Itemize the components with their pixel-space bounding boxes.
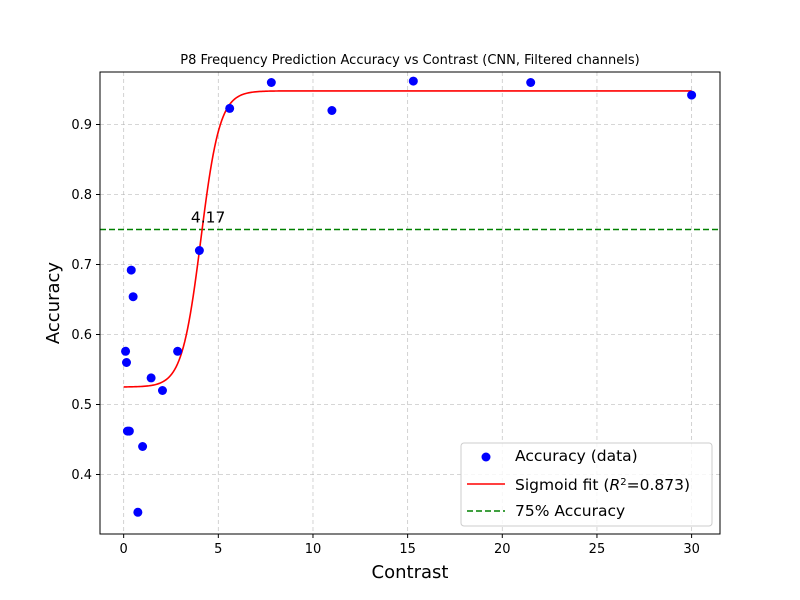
data-point [128,292,138,302]
data-point [138,442,148,451]
x-axis-title: Contrast [372,562,449,583]
x-tick-label: 5 [214,542,222,557]
legend-label-data: Accuracy (data) [515,447,638,465]
x-tick-label: 15 [399,542,416,557]
data-point [266,78,276,87]
y-tick-label: 0.9 [71,118,92,133]
data-point [121,346,131,356]
legend-label-fit: Sigmoid fit (R2=0.873) [515,476,690,494]
legend-marker-data [481,452,491,462]
plot-frame [99,71,721,535]
y-tick-label: 0.5 [71,398,92,413]
fit-layer [123,90,692,388]
data-point [327,106,337,115]
legend-label-threshold: 75% Accuracy [515,502,625,520]
data-point [687,90,697,100]
x-tick-label: 0 [120,542,128,557]
legend-box [460,442,713,527]
data-point [408,76,418,86]
data-point [122,358,132,367]
sigmoid-fit-line [123,90,692,388]
x-tick-label: 30 [683,542,700,557]
x-tick-label: 20 [494,542,511,557]
axis-ticks: 0 5 10 15 20 25 30 0.4 0.5 0.6 0.7 0.8 0.9 [71,118,700,557]
y-tick-label: 0.4 [71,468,92,483]
data-point [173,346,183,356]
y-tick-label: 0.8 [71,188,92,203]
data-point [225,103,235,113]
y-axis-title: Accuracy [43,262,64,345]
chart-title: P8 Frequency Prediction Accuracy vs Cont… [180,53,639,68]
data-point [124,426,134,436]
x-tick-label: 25 [589,542,606,557]
data-points [121,76,697,517]
x-tick-label: 10 [305,542,322,557]
y-tick-label: 0.7 [71,258,92,273]
data-point [194,246,204,255]
threshold-annotation: 4.17 [191,209,226,227]
data-point [157,386,167,395]
annotations: 4.17 [191,209,226,227]
data-point [146,373,156,383]
y-tick-label: 0.6 [71,328,92,343]
data-point [133,507,143,517]
legend: Accuracy (data) Sigmoid fit (R2=0.873) 7… [460,442,713,527]
data-point [126,265,136,275]
data-point [526,78,536,87]
